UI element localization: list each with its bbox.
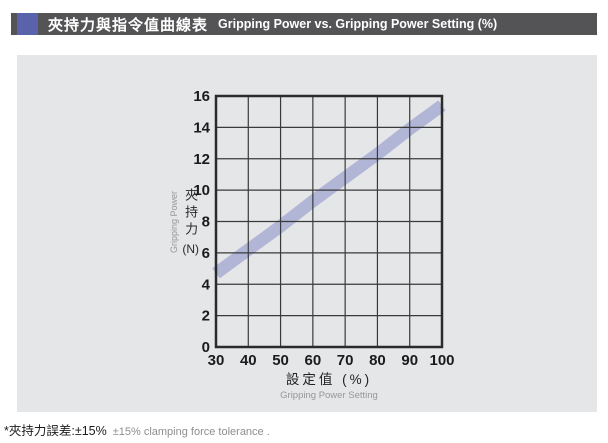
x-tick-label: 70 [337, 352, 354, 369]
x-axis-title: 設定值 (%) Gripping Power Setting [216, 368, 442, 401]
y-tick-label: 10 [193, 182, 210, 199]
y-tick-label: 6 [202, 245, 210, 262]
y-axis-title-en: Gripping Power [169, 190, 180, 254]
x-axis-title-zh: 設定值 (%) [285, 372, 373, 387]
x-tick-label: 50 [272, 352, 289, 369]
x-tick-label: 40 [240, 352, 257, 369]
x-tick-label: 80 [369, 352, 386, 369]
y-tick-label: 2 [202, 308, 210, 325]
y-tick-label: 12 [193, 151, 210, 168]
chart-panel: 0 2 4 6 8 10 12 14 16 30 40 50 60 70 80 90 100 Gripping … [17, 55, 597, 412]
x-tick-label: 30 [208, 352, 225, 369]
footnote-en: ±15% clamping force tolerance . [112, 426, 270, 438]
y-axis-unit: (N) [182, 242, 199, 256]
section-header: 夾持力與指令值曲線表 Gripping Power vs. Gripping P… [11, 13, 597, 35]
y-axis-title: Gripping Power 夾持力 (N) [143, 176, 199, 268]
footnote-zh: *夾持力誤差:±15% [4, 424, 107, 438]
plot-border [214, 94, 444, 349]
chart-svg: 0 2 4 6 8 10 12 14 16 30 40 50 60 70 80 90 100 [193, 88, 454, 369]
y-tick-label: 8 [202, 214, 210, 231]
data-band-gripping-power-band [212, 100, 446, 279]
y-tick-label: 4 [202, 276, 211, 293]
y-tick-label: 16 [193, 88, 210, 105]
footnote: *夾持力誤差:±15% ±15% clamping force tolerance… [4, 420, 270, 440]
accent-square-icon [17, 13, 38, 35]
x-axis-title-en: Gripping Power Setting [280, 390, 378, 401]
y-axis-title-zh: 夾持力 [183, 188, 199, 239]
x-tick-label: 100 [429, 352, 454, 369]
y-axis-title-zh-wrap: 夾持力 (N) [182, 188, 199, 256]
y-tick-label: 14 [193, 119, 210, 136]
section-title-en: Gripping Power vs. Gripping Power Settin… [218, 17, 498, 31]
section-title-zh: 夾持力與指令值曲線表 [48, 16, 209, 34]
x-tick-label: 90 [401, 352, 418, 369]
y-tick-label: 0 [202, 339, 210, 356]
x-tick-label: 60 [305, 352, 322, 369]
